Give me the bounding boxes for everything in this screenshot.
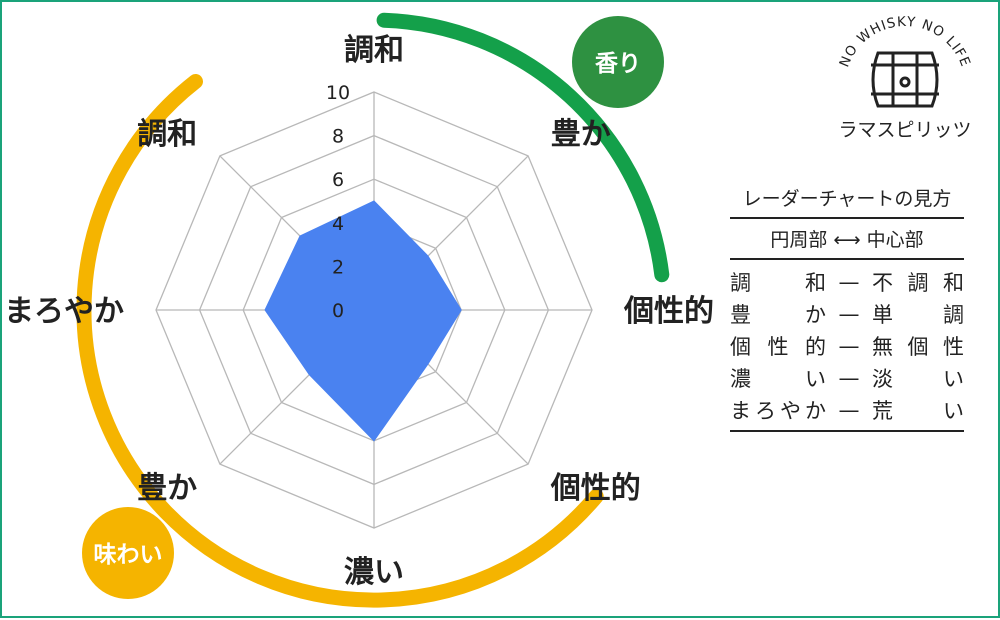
legend-row-dash: —: [838, 398, 860, 422]
legend-row-dash: —: [838, 366, 860, 390]
legend-row-right: 不調和: [872, 271, 964, 295]
tick-label: 8: [332, 126, 344, 148]
legend-row-dash: —: [838, 302, 860, 326]
tick-label: 0: [332, 300, 344, 322]
axis-label: 個性的: [550, 471, 641, 506]
legend-row-dash: —: [838, 270, 860, 294]
legend-row-right: 荒い: [872, 399, 964, 423]
legend-title: レーダーチャートの見方: [730, 184, 964, 219]
legend-row-left: 調和: [730, 271, 826, 295]
whisky-barrel-icon: [871, 51, 939, 108]
legend-row: 個性的 — 無個性: [730, 330, 964, 362]
radial-tick-labels: 0 2 4 6 8 10: [326, 82, 350, 322]
aroma-arc: [376, 12, 670, 283]
axis-label: 豊か: [137, 471, 197, 506]
legend-row: まろやか — 荒い: [730, 394, 964, 426]
brand-logo: NO WHISKY NO LIFE ラマスピリッツ: [836, 14, 973, 141]
legend-row: 調和 — 不調和: [730, 266, 964, 298]
legend-row-left: 濃い: [730, 367, 826, 391]
tick-label: 4: [332, 213, 344, 235]
legend-row-left: 豊か: [730, 303, 826, 327]
axis-label: 濃い: [344, 555, 404, 590]
aroma-badge-label: 香り: [595, 51, 641, 77]
legend-rows: 調和 — 不調和 豊か — 単調 個性的 — 無個性 濃い — 淡い まろやか: [730, 260, 964, 432]
axis-label: 個性的: [623, 294, 714, 329]
taste-badge: 味わい: [82, 507, 174, 599]
tick-label: 10: [326, 82, 350, 104]
brand-arc-text: NO WHISKY NO LIFE: [836, 14, 973, 70]
axis-label: 調和: [137, 117, 197, 152]
legend-row-right: 単調: [872, 303, 964, 327]
tick-label: 6: [332, 169, 344, 191]
legend-row: 豊か — 単調: [730, 298, 964, 330]
axis-label: 豊か: [551, 117, 611, 152]
legend-row-right: 無個性: [872, 335, 964, 359]
tick-label: 2: [332, 256, 344, 278]
aroma-badge: 香り: [572, 16, 664, 108]
axis-label: 調和: [344, 33, 404, 68]
legend-row-dash: —: [838, 334, 860, 358]
legend-box: レーダーチャートの見方 円周部 ⟷ 中心部 調和 — 不調和 豊か — 単調 個…: [730, 184, 964, 432]
legend-row-right: 淡い: [872, 367, 964, 391]
legend-row: 濃い — 淡い: [730, 362, 964, 394]
data-polygon: [264, 200, 462, 442]
taste-badge-label: 味わい: [94, 542, 163, 568]
legend-row-left: まろやか: [730, 399, 826, 423]
legend-scale: 円周部 ⟷ 中心部: [730, 219, 964, 260]
legend-row-left: 個性的: [730, 335, 826, 359]
brand-name: ラマスピリッツ: [838, 119, 971, 141]
taste-arc: [76, 74, 604, 608]
axis-label: まろやか: [4, 294, 124, 329]
